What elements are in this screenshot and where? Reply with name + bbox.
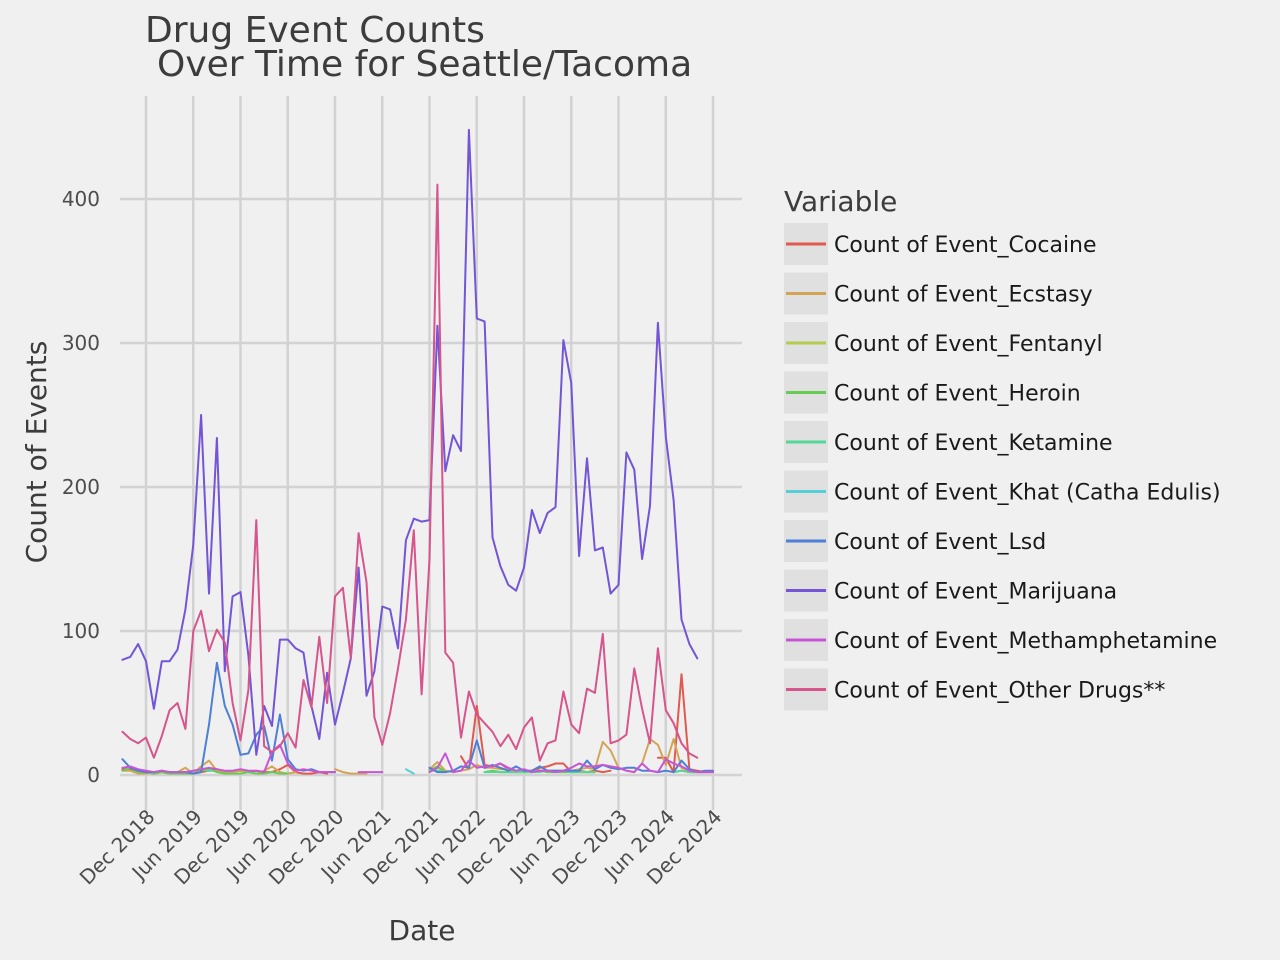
legend-label: Count of Event_Khat (Catha Edulis)	[834, 481, 1221, 506]
legend-item-count-of-event-methamphetamine: Count of Event_Methamphetamine	[784, 619, 1217, 661]
series-line-count-of-event-marijuana	[121, 128, 699, 756]
grid	[120, 96, 742, 810]
legend-item-count-of-event-heroin: Count of Event_Heroin	[784, 371, 1081, 414]
legend-label: Count of Event_Other Drugs**	[834, 679, 1165, 704]
series-lines	[121, 128, 714, 775]
legend-item-count-of-event-cocaine: Count of Event_Cocaine	[784, 223, 1097, 265]
legend-item-count-of-event-khat-catha-edulis: Count of Event_Khat (Catha Edulis)	[784, 470, 1221, 513]
chart-title-line-2: Over Time for Seattle/Tacoma	[157, 44, 692, 85]
legend-label: Count of Event_Heroin	[834, 382, 1081, 407]
legend-label: Count of Event_Cocaine	[834, 233, 1097, 258]
legend-label: Count of Event_Fentanyl	[834, 332, 1103, 357]
y-tick-label: 0	[87, 763, 100, 787]
legend-item-count-of-event-lsd: Count of Event_Lsd	[784, 520, 1046, 562]
series-line-count-of-event-lsd	[121, 661, 714, 775]
y-axis-ticks: 0 100 200 300 400	[62, 187, 100, 787]
series-line-count-of-event-ketamine	[205, 769, 707, 774]
y-tick-label: 200	[62, 475, 100, 499]
y-axis-title: Count of Events	[20, 341, 53, 564]
series-line-count-of-event-khat-catha-edulis	[404, 768, 415, 775]
legend-label: Count of Event_Lsd	[834, 530, 1046, 555]
legend-label: Count of Event_Ecstasy	[834, 283, 1093, 308]
x-axis-title: Date	[389, 914, 456, 947]
legend-label: Count of Event_Methamphetamine	[834, 629, 1217, 654]
legend-title: Variable	[784, 185, 897, 218]
y-tick-label: 300	[62, 331, 100, 355]
y-tick-label: 100	[62, 619, 100, 643]
legend: Variable Count of Event_Cocaine Count of …	[784, 185, 1221, 711]
series-line-count-of-event-other-drugs	[121, 183, 699, 762]
legend-item-count-of-event-other-drugs: Count of Event_Other Drugs**	[784, 668, 1165, 711]
legend-item-count-of-event-fentanyl: Count of Event_Fentanyl	[784, 322, 1103, 364]
legend-item-count-of-event-ketamine: Count of Event_Ketamine	[784, 421, 1113, 463]
series-line-count-of-event-cocaine	[121, 673, 714, 775]
chart-title: Drug Event Counts Over Time for Seattle/…	[145, 10, 692, 85]
chart-title-line-1: Drug Event Counts	[145, 10, 485, 51]
y-tick-label: 400	[62, 187, 100, 211]
series-line-count-of-event-methamphetamine	[121, 743, 714, 774]
legend-item-count-of-event-ecstasy: Count of Event_Ecstasy	[784, 272, 1093, 315]
legend-item-count-of-event-marijuana: Count of Event_Marijuana	[784, 569, 1117, 612]
legend-label: Count of Event_Marijuana	[834, 580, 1117, 605]
legend-label: Count of Event_Ketamine	[834, 431, 1113, 456]
